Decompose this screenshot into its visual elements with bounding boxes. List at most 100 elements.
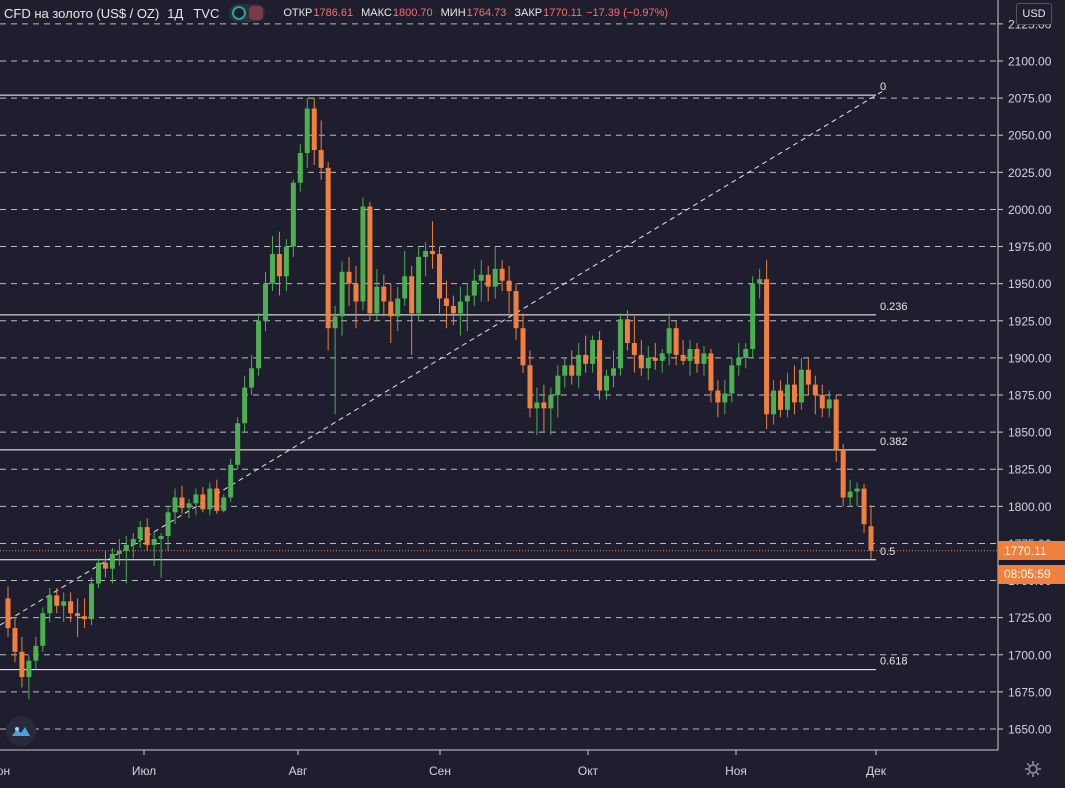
candle-down (680, 340, 686, 366)
tradingview-logo-icon[interactable] (6, 716, 36, 746)
candle-up (750, 276, 756, 358)
price-tick-label[interactable]: 2025.00 (1008, 166, 1052, 180)
price-tick-label[interactable]: 1875.00 (1008, 389, 1052, 403)
candle-up (283, 239, 289, 292)
currency-button[interactable]: USD (1016, 3, 1052, 25)
candle-down (569, 350, 575, 385)
time-tick-label[interactable]: Дек (866, 764, 887, 778)
candle-body (158, 536, 164, 539)
time-tick-label[interactable]: Авг (289, 764, 308, 778)
candle-up (471, 268, 477, 306)
fib-level-label: 0.382 (880, 436, 908, 448)
candle-body (499, 268, 505, 281)
price-tick-label[interactable]: 1725.00 (1008, 611, 1052, 625)
candle-body (437, 253, 442, 299)
price-tick-label[interactable]: 1700.00 (1008, 648, 1052, 662)
candle-up (478, 259, 484, 302)
candle-up (576, 343, 582, 388)
candle-up (360, 197, 366, 311)
candle-up (534, 387, 540, 436)
candle-down (179, 485, 185, 514)
time-axis[interactable]: Июн Июл Авг Сен Окт Ноя Дек (0, 749, 998, 778)
symbol-name[interactable]: CFD на золото (US$ / OZ) (4, 5, 160, 21)
price-tick-label[interactable]: 2050.00 (1008, 129, 1052, 143)
candle-down (12, 617, 18, 663)
price-tick-label[interactable]: 1825.00 (1008, 463, 1052, 477)
candle-up (235, 417, 241, 470)
candle-up (645, 346, 651, 381)
candle-body (297, 153, 303, 183)
candle-body (610, 368, 616, 376)
price-tick-label[interactable]: 1800.00 (1008, 500, 1052, 514)
candle-body (395, 298, 401, 317)
candle-body (819, 395, 825, 409)
time-tick-label[interactable]: Окт (578, 764, 599, 778)
time-tick-label[interactable]: Июн (0, 764, 10, 778)
candle-body (624, 319, 630, 344)
gear-icon[interactable] (1024, 760, 1042, 778)
price-tick-label[interactable]: 1850.00 (1008, 426, 1052, 440)
candle-up (40, 607, 46, 652)
candle-body (186, 503, 192, 508)
candle-body (659, 353, 665, 361)
candle-down (513, 283, 519, 341)
settings-dot-icon[interactable] (249, 6, 264, 20)
candle-up (61, 592, 67, 623)
candle-up (290, 179, 296, 257)
symbol-legend[interactable]: CFD на золото (US$ / OZ) 1Д TVC ОТКР 178… (4, 3, 668, 23)
exchange-label: TVC (193, 5, 220, 21)
price-tick-label[interactable]: 1950.00 (1008, 277, 1052, 291)
candle-down (346, 256, 352, 306)
candle-up (659, 348, 665, 373)
candle-up (457, 286, 463, 336)
candle-body (332, 316, 338, 329)
candle-body (478, 274, 484, 281)
candle-body (457, 301, 463, 314)
candle-body (109, 553, 115, 569)
price-tick-label[interactable]: 1650.00 (1008, 723, 1052, 737)
price-tick-label[interactable]: 1675.00 (1008, 685, 1052, 699)
candle-body (527, 365, 533, 409)
candle-body (757, 279, 763, 284)
candle-body (12, 628, 18, 652)
candle-body (325, 167, 331, 329)
candle-body (687, 348, 693, 361)
price-tick-label[interactable]: 1900.00 (1008, 351, 1052, 365)
candle-up (395, 286, 401, 332)
candle-body (256, 320, 262, 369)
bar-countdown: 08:05:59 (998, 564, 1065, 584)
candle-body (617, 319, 623, 369)
candle-down (75, 598, 81, 637)
price-tick-label[interactable]: 1925.00 (1008, 314, 1052, 328)
candle-body (833, 399, 839, 450)
candle-up (137, 521, 143, 548)
candle-down (638, 340, 644, 376)
time-tick-label[interactable]: Сен (429, 764, 451, 778)
price-tick-label[interactable]: 2100.00 (1008, 55, 1052, 69)
candle-body (19, 651, 25, 678)
candle-up (402, 251, 408, 306)
candle-body (520, 328, 526, 366)
candle-body (701, 353, 707, 364)
candle-down (833, 395, 839, 462)
price-tick-label[interactable]: 2000.00 (1008, 203, 1052, 217)
candle-body (228, 464, 234, 498)
price-axis[interactable]: 2125.002100.002075.002050.002025.002000.… (997, 0, 1052, 750)
candle-body (423, 251, 429, 257)
candle-down (694, 343, 700, 373)
candle-up (736, 343, 742, 376)
candle-body (172, 497, 178, 513)
visibility-toggle[interactable] (229, 4, 266, 22)
eye-icon[interactable] (232, 6, 247, 20)
candle-down (54, 587, 60, 614)
candle-down (353, 265, 359, 329)
price-tick-label[interactable]: 2075.00 (1008, 92, 1052, 106)
time-tick-label[interactable]: Июл (132, 764, 156, 778)
candle-body (736, 357, 742, 366)
candle-body (242, 387, 248, 424)
time-tick-label[interactable]: Ноя (725, 764, 747, 778)
price-tick-label[interactable]: 1975.00 (1008, 240, 1052, 254)
candle-body (47, 595, 53, 614)
timeframe-label[interactable]: 1Д (167, 5, 184, 21)
